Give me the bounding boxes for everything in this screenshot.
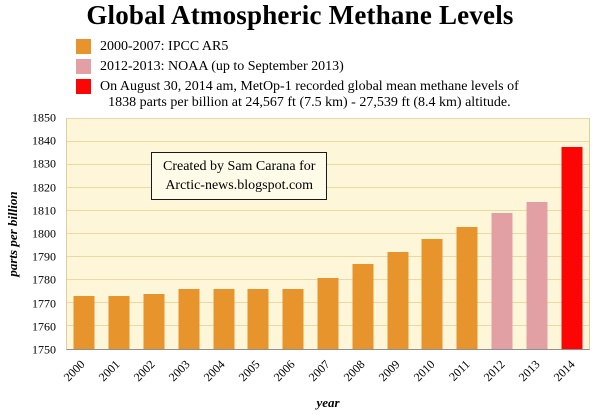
gridline-1840 — [67, 141, 589, 142]
bar-2010 — [421, 238, 443, 349]
bar-2003 — [178, 289, 200, 349]
gridline-1800 — [67, 233, 589, 234]
gridline-1790 — [67, 256, 589, 257]
y-tick-1760: 1760 — [32, 319, 56, 334]
bar-2006 — [282, 289, 304, 349]
y-tick-1780: 1780 — [32, 272, 56, 287]
y-tick-1850: 1850 — [32, 110, 56, 125]
legend-swatch-ipcc-icon — [76, 39, 91, 54]
y-tick-1790: 1790 — [32, 249, 56, 264]
legend-row-metop: On August 30, 2014 am, MetOp-1 recorded … — [76, 79, 519, 111]
legend-label-metop: On August 30, 2014 am, MetOp-1 recorded … — [100, 79, 519, 111]
legend-label-metop-line1: On August 30, 2014 am, MetOp-1 recorded … — [100, 79, 519, 94]
chart-title: Global Atmospheric Methane Levels — [86, 0, 514, 30]
legend-label-noaa: 2012-2013: NOAA (up to September 2013) — [100, 59, 344, 74]
x-axis-ticks: 2000 2001 2002 2003 2004 2005 2006 2007 2008 2009… — [61, 352, 590, 392]
annotation-box: Created by Sam Carana for Arctic-news.bl… — [151, 152, 328, 200]
legend-swatch-metop-icon — [76, 79, 91, 94]
y-axis-title: parts per billion — [5, 191, 20, 277]
y-axis-ticks: 1750 1760 1770 1780 1790 1800 1810 1820 1830 1840… — [22, 111, 60, 357]
y-tick-1770: 1770 — [32, 296, 56, 311]
y-tick-1800: 1800 — [32, 226, 56, 241]
bar-2000 — [73, 296, 95, 349]
bar-2012 — [491, 213, 513, 349]
legend: 2000-2007: IPCC AR5 2012-2013: NOAA (up … — [76, 39, 519, 115]
bar-2009 — [387, 252, 409, 349]
annotation-line1: Created by Sam Carana for — [163, 159, 316, 174]
y-tick-1750: 1750 — [32, 342, 56, 357]
legend-label-metop-line2: 1838 parts per billion at 24,567 ft (7.5… — [108, 95, 511, 110]
gridline-1820 — [67, 187, 589, 188]
bar-2001 — [108, 296, 130, 349]
y-tick-1810: 1810 — [32, 203, 56, 218]
bar-2007 — [317, 277, 339, 349]
bar-2011 — [456, 227, 478, 349]
annotation-line2: Arctic-news.blogspot.com — [165, 178, 314, 193]
bar-2013 — [526, 201, 548, 349]
legend-row-ipcc: 2000-2007: IPCC AR5 — [76, 39, 519, 55]
plot-area: Created by Sam Carana for Arctic-news.bl… — [66, 118, 590, 350]
legend-label-ipcc: 2000-2007: IPCC AR5 — [100, 39, 229, 54]
y-tick-1820: 1820 — [32, 180, 56, 195]
bar-2014 — [561, 146, 583, 349]
x-axis-title: year — [316, 395, 340, 410]
bar-2005 — [247, 289, 269, 349]
bar-2002 — [143, 293, 165, 349]
gridline-1830 — [67, 164, 589, 165]
gridline-1810 — [67, 210, 589, 211]
legend-row-noaa: 2012-2013: NOAA (up to September 2013) — [76, 59, 519, 75]
gridline-1850 — [67, 118, 589, 119]
y-tick-1830: 1830 — [32, 156, 56, 171]
bar-2004 — [213, 289, 235, 349]
legend-swatch-noaa-icon — [76, 59, 91, 74]
bar-2008 — [352, 263, 374, 349]
y-tick-1840: 1840 — [32, 133, 56, 148]
